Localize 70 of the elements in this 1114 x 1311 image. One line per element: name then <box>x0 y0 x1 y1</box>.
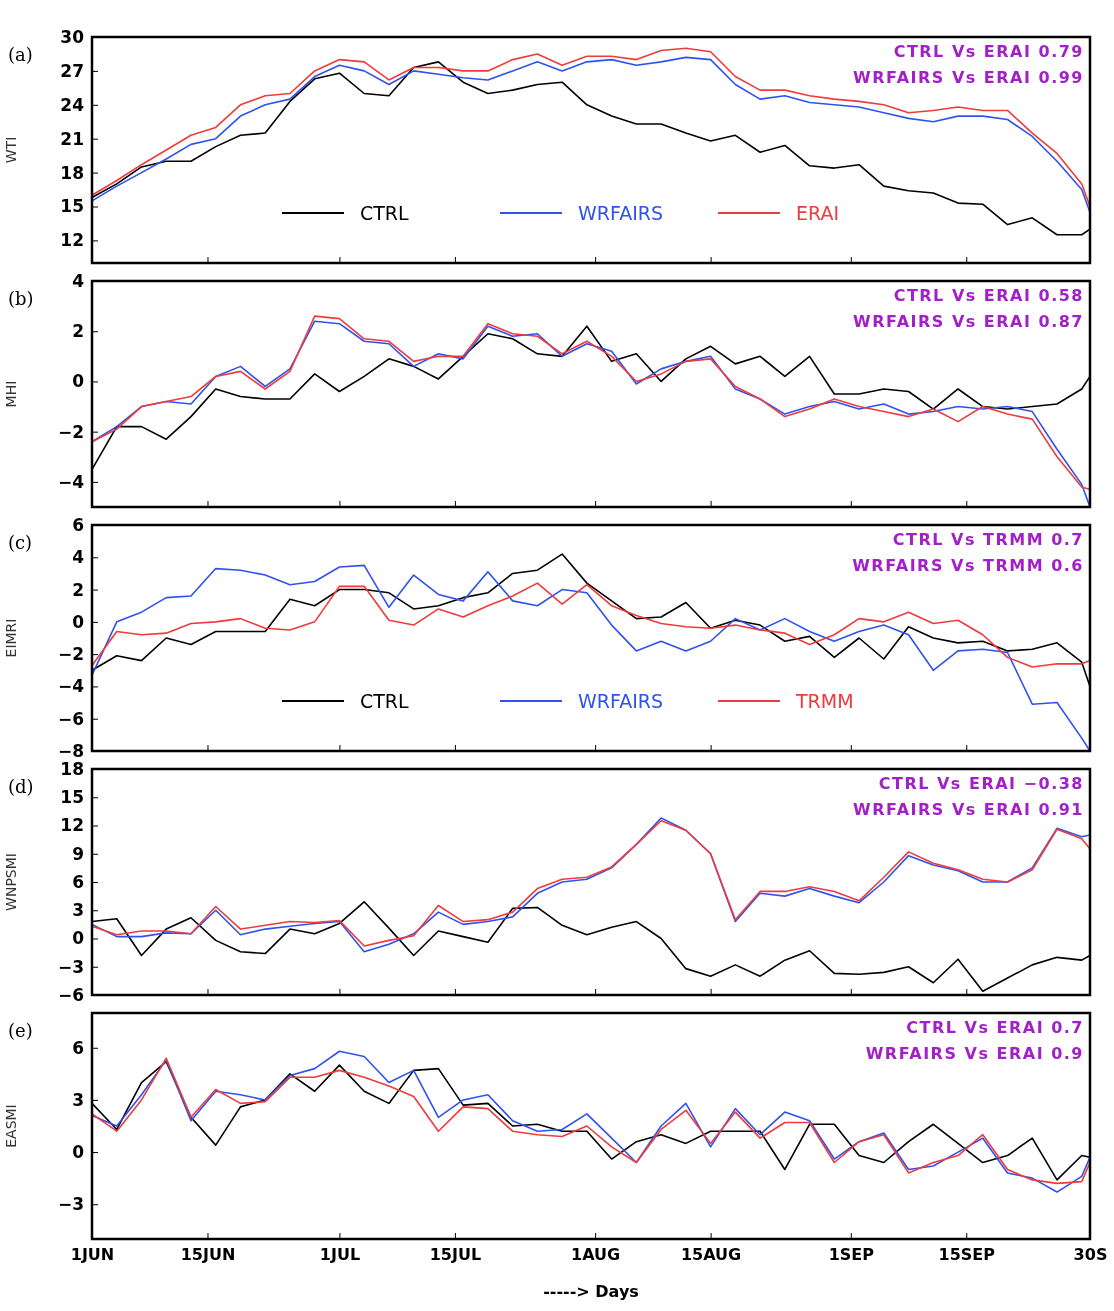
chart-title: (c) <box>8 532 33 553</box>
annotation: CTRL Vs ERAI 0.79 <box>893 42 1084 61</box>
y-tick-label: −3 <box>57 956 84 977</box>
y-tick-label: −8 <box>57 740 84 761</box>
line-series <box>91 582 1091 668</box>
y-axis-title: MHI <box>3 380 19 408</box>
y-tick-label: 3 <box>72 1089 84 1110</box>
annotation: WRFAIRS Vs ERAI 0.91 <box>853 800 1084 819</box>
y-tick-label: 15 <box>60 787 84 808</box>
annotation: WRFAIRS Vs ERAI 0.87 <box>853 312 1084 331</box>
y-tick-label: −4 <box>57 471 85 492</box>
y-tick-label: 4 <box>72 547 85 568</box>
x-tick-label: 1JUN <box>70 1245 115 1265</box>
chart-title: (b) <box>8 288 34 309</box>
legend-label: CTRL <box>360 690 410 712</box>
chart-title: (e) <box>8 1020 33 1041</box>
y-tick-label: 18 <box>60 162 84 183</box>
legend-label: WRFAIRS <box>578 202 664 224</box>
y-tick-label: 0 <box>72 928 85 949</box>
x-tick-label: 15JUL <box>429 1245 482 1265</box>
y-axis-title: WTI <box>3 136 19 164</box>
y-tick-label: 12 <box>60 815 84 836</box>
y-tick-label: −2 <box>57 421 84 442</box>
chart-title: (a) <box>8 44 33 65</box>
y-tick-label: 4 <box>72 270 85 291</box>
y-tick-label: 3 <box>72 900 84 921</box>
y-tick-label: 6 <box>72 871 84 892</box>
y-tick-label: 18 <box>60 758 84 779</box>
chart-title: (d) <box>8 776 34 797</box>
annotation: CTRL Vs ERAI 0.58 <box>893 286 1084 305</box>
y-tick-label: 0 <box>72 371 85 392</box>
y-tick-label: 0 <box>72 1142 85 1163</box>
annotation: CTRL Vs ERAI 0.7 <box>906 1018 1084 1037</box>
y-tick-label: 21 <box>60 128 84 149</box>
annotation: WRFAIRS Vs ERAI 0.9 <box>865 1044 1084 1063</box>
y-tick-label: 9 <box>72 843 84 864</box>
y-tick-label: 0 <box>72 611 85 632</box>
y-tick-label: 15 <box>60 196 84 217</box>
y-tick-label: 24 <box>60 94 85 115</box>
annotation: WRFAIRS Vs TRMM 0.6 <box>852 556 1084 575</box>
y-tick-label: −6 <box>57 984 84 1005</box>
y-tick-label: −6 <box>57 708 84 729</box>
x-tick-label: 30S <box>1073 1245 1108 1265</box>
y-axis-title: EIMRI <box>3 618 19 658</box>
y-tick-label: 12 <box>60 230 84 251</box>
y-tick-label: 27 <box>60 60 84 81</box>
y-tick-label: 6 <box>72 514 84 535</box>
x-axis-title: -----> Days <box>543 1282 639 1301</box>
x-tick-label: 1SEP <box>828 1245 875 1265</box>
y-tick-label: 30 <box>60 26 85 47</box>
x-tick-label: 1AUG <box>571 1245 621 1265</box>
y-tick-label: 2 <box>72 579 84 600</box>
legend-label: TRMM <box>795 690 854 712</box>
y-tick-label: −3 <box>57 1194 84 1215</box>
y-tick-label: 6 <box>72 1037 84 1058</box>
legend-label: ERAI <box>796 202 840 224</box>
y-axis-title: WNPSMI <box>3 853 19 911</box>
y-tick-label: −2 <box>57 644 84 665</box>
legend-label: WRFAIRS <box>578 690 664 712</box>
y-axis-title: EASMI <box>3 1104 19 1148</box>
x-tick-label: 15AUG <box>680 1245 742 1265</box>
annotation: CTRL Vs ERAI −0.38 <box>878 774 1084 793</box>
annotation: WRFAIRS Vs ERAI 0.99 <box>853 68 1084 87</box>
x-tick-label: 1JUL <box>319 1245 361 1265</box>
annotation: CTRL Vs TRMM 0.7 <box>892 530 1084 549</box>
y-tick-label: −4 <box>57 676 85 697</box>
y-tick-label: 2 <box>72 321 84 342</box>
x-tick-label: 15JUN <box>180 1245 236 1265</box>
legend-label: CTRL <box>360 202 410 224</box>
x-tick-label: 15SEP <box>938 1245 996 1265</box>
